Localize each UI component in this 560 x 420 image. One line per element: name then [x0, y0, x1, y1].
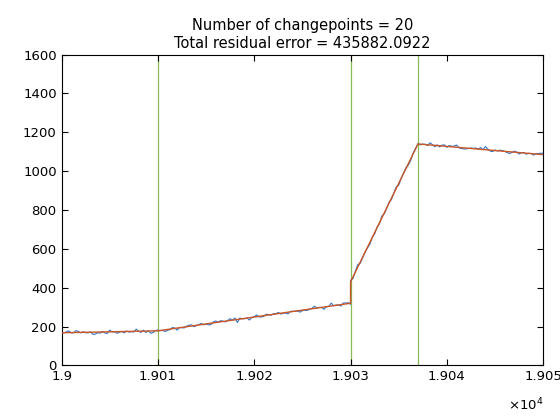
Title: Number of changepoints = 20
Total residual error = 435882.0922: Number of changepoints = 20 Total residu… [174, 18, 431, 51]
Text: $\times$10$^4$: $\times$10$^4$ [508, 396, 543, 413]
